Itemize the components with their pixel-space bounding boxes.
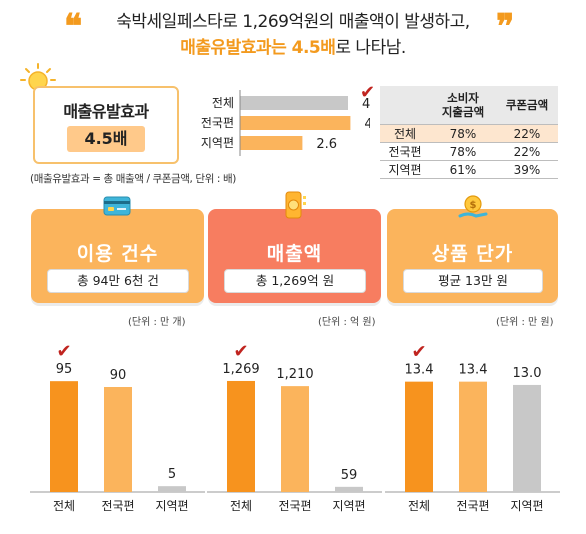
- headline-rest: 로 나타남.: [335, 38, 406, 58]
- data-label: 1,210: [276, 367, 313, 382]
- table-row: 지역편 61% 39%: [380, 160, 558, 179]
- table-header-coupon: 쿠폰금액: [496, 86, 558, 125]
- card-subtitle: 총 1,269억 원: [224, 269, 366, 293]
- effect-value: 4.5배: [67, 126, 145, 152]
- bar: [50, 381, 78, 492]
- bar: [335, 486, 363, 492]
- close-quote-icon: ❞: [496, 7, 515, 47]
- table-cell: 78%: [430, 124, 496, 143]
- bar: [513, 384, 541, 492]
- card-sales: 매출액 총 1,269억 원: [208, 209, 381, 303]
- unit-label-usage: (단위 : 만 개): [128, 317, 186, 328]
- category-label: 지역편: [332, 499, 365, 513]
- coin-hand-icon: $: [458, 195, 488, 218]
- effect-box: 매출유발효과 4.5배: [33, 86, 179, 164]
- card-usage-count: 이용 건수 총 94만 6천 건: [31, 209, 204, 303]
- headline-highlight: 매출유발효과는 4.5배: [180, 38, 336, 58]
- table-cell: 61%: [430, 160, 496, 179]
- headline: 숙박세일페스타로 1,269억원의 매출액이 발생하고, 매출유발효과는 4.5…: [73, 9, 513, 61]
- usage-count-bar-chart: 95 전체 ✔ 90 전국편 5 지역편: [30, 341, 205, 513]
- table-row: 전국편 78% 22%: [380, 142, 558, 161]
- check-mark-icon: ✔: [411, 342, 426, 363]
- check-mark-icon: ✔: [56, 341, 71, 362]
- headline-line1: 숙박세일페스타로 1,269억원의 매출액이 발생하고,: [116, 12, 470, 32]
- open-quote-icon: ❝: [64, 7, 83, 47]
- data-label: 90: [110, 368, 127, 383]
- unit-label-price: (단위 : 만 원): [496, 317, 554, 328]
- category-label: 지역편: [155, 499, 188, 513]
- table-cell: 전체: [380, 124, 430, 143]
- bar: [240, 136, 303, 150]
- check-mark-icon: ✔: [233, 341, 248, 362]
- table-header-line: 지출금액: [441, 105, 485, 119]
- data-label: 59: [341, 468, 358, 483]
- bar: [104, 387, 132, 492]
- table-cell: 22%: [496, 142, 558, 161]
- category-label: 지역편: [510, 499, 543, 513]
- category-label: 전체: [230, 499, 252, 513]
- svg-text:$: $: [470, 200, 477, 211]
- bar: [281, 386, 309, 492]
- table-header-line: 소비자: [447, 91, 479, 105]
- card-title: 이용 건수: [76, 243, 159, 265]
- category-label: 전국편: [278, 499, 311, 513]
- credit-card-icon: [103, 196, 131, 216]
- sales-bar-chart: 1,269 전체 ✔ 1,210 전국편 59 지역편: [207, 341, 382, 513]
- check-mark-icon: ✔: [360, 82, 376, 103]
- card-title: 상품 단가: [431, 243, 514, 265]
- table-header-empty: [380, 86, 430, 125]
- table-cell: 지역편: [380, 160, 430, 179]
- data-label: 1,269: [222, 362, 259, 377]
- bar: [240, 96, 348, 110]
- bar: [405, 381, 433, 492]
- data-label: 2.6: [316, 137, 337, 152]
- card-title: 매출액: [266, 243, 323, 265]
- category-label: 전체: [408, 499, 430, 513]
- bar: [459, 381, 487, 492]
- effect-title: 매출유발효과: [63, 102, 149, 121]
- card-subtitle: 총 94만 6천 건: [47, 269, 189, 293]
- table-cell: 78%: [430, 142, 496, 161]
- headline-line2: 매출유발효과는 4.5배로 나타남.: [73, 35, 513, 61]
- data-label: 13.4: [405, 363, 434, 378]
- data-label: 95: [56, 362, 73, 377]
- unit-label-sales: (단위 : 억 원): [318, 317, 376, 328]
- category-label: 지역편: [201, 136, 234, 150]
- data-label: 4.5: [362, 97, 370, 112]
- table-header-spend: 소비자 지출금액: [430, 86, 496, 125]
- smartphone-coin-icon: [285, 191, 306, 219]
- coupon-ratio-table: 소비자 지출금액 쿠폰금액 전체 78% 22% 전국편 78% 22% 지역편 …: [380, 86, 558, 179]
- effect-bar-chart: 전체 4.5 전국편 4.6 지역편 2.6: [201, 90, 370, 156]
- table-cell: 39%: [496, 160, 558, 179]
- bar: [227, 380, 255, 492]
- bar: [158, 486, 186, 492]
- table-cell: 전국편: [380, 142, 430, 161]
- category-label: 전체: [53, 499, 75, 513]
- table-row: 전체 78% 22%: [380, 124, 558, 143]
- effect-note: (매출유발효과 = 총 매출액 / 쿠폰금액, 단위 : 배): [30, 173, 236, 185]
- category-label: 전국편: [456, 499, 489, 513]
- data-label: 13.0: [513, 366, 542, 381]
- table-cell: 22%: [496, 124, 558, 143]
- data-label: 4.6: [364, 117, 370, 132]
- card-unit-price: 상품 단가 평균 13만 원: [387, 209, 558, 303]
- data-label: 5: [168, 467, 176, 482]
- card-subtitle: 평균 13만 원: [403, 269, 543, 293]
- category-label: 전국편: [101, 499, 134, 513]
- data-label: 13.4: [459, 363, 488, 378]
- category-label: 전체: [212, 96, 234, 110]
- category-label: 전국편: [201, 116, 234, 130]
- bar: [240, 116, 351, 130]
